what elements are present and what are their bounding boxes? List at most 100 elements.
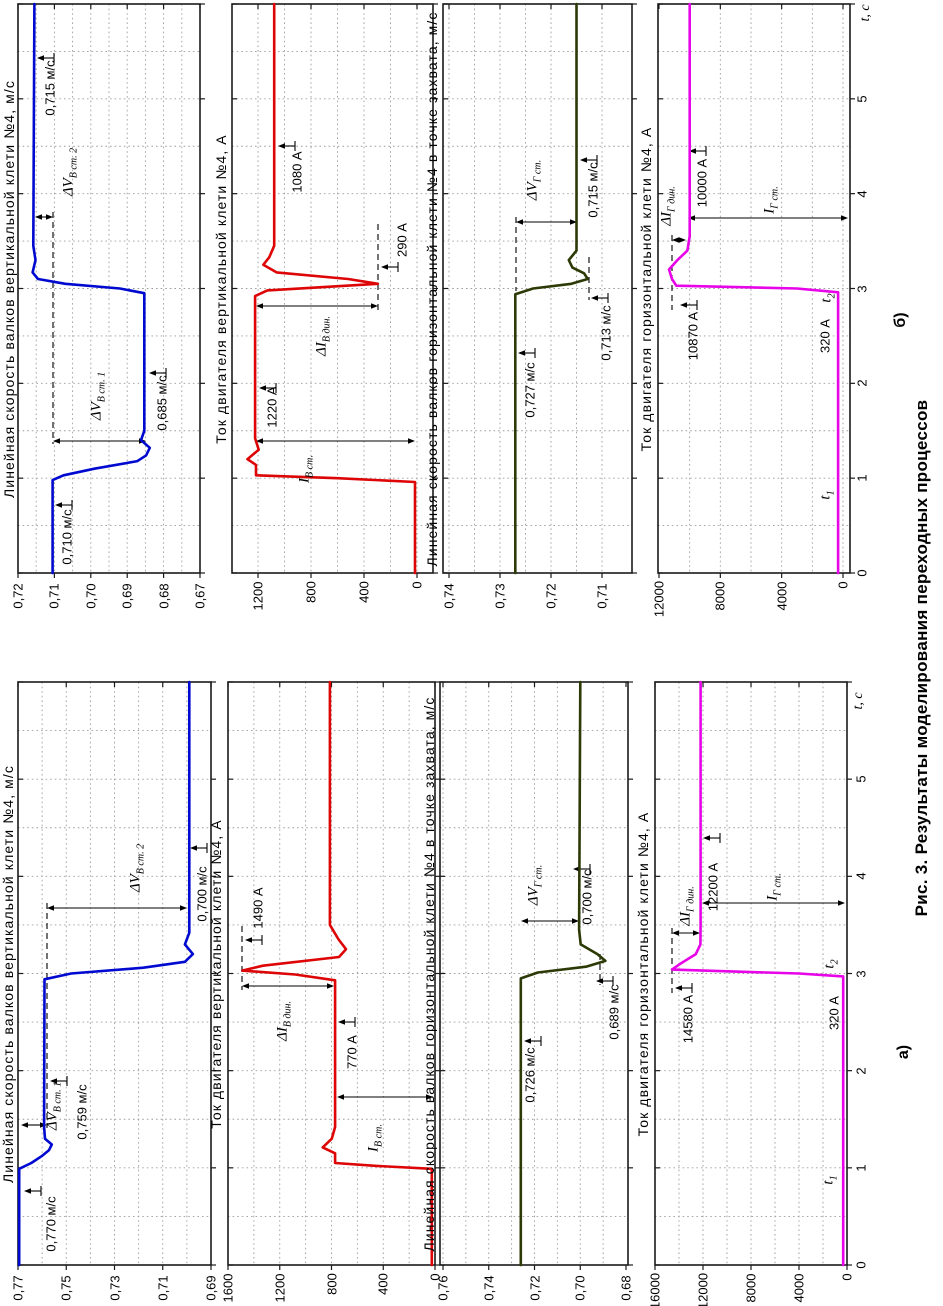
value-tick-label: 0,72	[10, 582, 26, 609]
time-tick-label: 2	[854, 379, 870, 387]
annotation-label: 320 А	[817, 319, 833, 353]
value-tick-label: 0,75	[58, 1274, 74, 1301]
symbol-main: ΔV	[44, 1112, 61, 1131]
value-tick-label: 1200	[272, 1273, 288, 1303]
panel-label-b: б)	[892, 312, 909, 328]
arrow-head	[46, 214, 53, 220]
symbol-subscript: В ст. 2	[68, 147, 80, 179]
value-tick-label: 0,72	[527, 1274, 542, 1301]
symbol-subscript: В дин.	[282, 1001, 294, 1028]
annotation-label: 0,685 м/с	[154, 375, 170, 431]
arrow-head	[703, 835, 710, 841]
symbol-subscript: Г дин.	[666, 186, 678, 212]
arrow-head	[256, 438, 263, 444]
time-tick-label: 4	[854, 190, 870, 198]
time-axis-unit-label: t, c	[858, 4, 873, 22]
symbol-main: t	[817, 495, 834, 500]
symbol-main: ΔV	[88, 402, 105, 421]
symbol-subscript: 1	[828, 1175, 840, 1181]
annotation-label: 0,727 м/с	[522, 362, 538, 418]
annotation-label: 320 А	[826, 996, 842, 1030]
plot-title-horiz-motor-current: Ток двигателя горизонтальной клети №4, А	[638, 126, 654, 451]
symbol-subscript: В ст.	[373, 1124, 385, 1147]
value-tick-label: 1600	[220, 1273, 236, 1303]
time-tick-label: 0	[854, 569, 870, 577]
annotation-label: 0,715 м/с	[42, 60, 58, 116]
annotation-symbol-label: ΔVВ ст. 2	[61, 148, 80, 196]
plot-title-vert-roll-speed: Линейная скорость валков вертикальной кл…	[0, 764, 16, 1183]
time-tick-label: 3	[854, 284, 870, 293]
arrow-head	[702, 900, 709, 906]
arrow-head	[24, 1188, 31, 1194]
value-tick-label: 16000	[647, 1272, 663, 1306]
annotation-symbol-label: ΔVВ ст. 1	[89, 372, 108, 420]
annotation-symbol-label: IГ ст.	[765, 873, 784, 900]
symbol-subscript: В ст. 2	[135, 843, 147, 875]
arrow-head	[841, 215, 848, 221]
arrow-head	[180, 905, 187, 911]
annotation-symbol-label: ΔVВ ст. 1	[45, 1082, 64, 1130]
value-tick-label: 0,69	[119, 582, 135, 609]
annotation-label: 0,689 м/с	[606, 984, 622, 1040]
curve-horiz-motor-current	[670, 680, 845, 1267]
plot-title-horiz-roll-speed: Линейная скорость валков горизонтальной …	[421, 695, 437, 1252]
symbol-subscript: В дин.	[321, 316, 333, 343]
annotation-symbol-label: ΔVГ ст.	[526, 865, 545, 905]
value-tick-label: 0,69	[203, 1274, 219, 1301]
annotation-label: 14580 А	[680, 994, 696, 1044]
annotation-label: 1080 А	[289, 151, 305, 193]
arrow-head	[245, 937, 252, 943]
annotation-label: 770 А	[344, 1035, 360, 1069]
value-tick-label: 1200	[250, 581, 266, 611]
symbol-main: t	[818, 298, 835, 303]
arrow-head	[596, 978, 603, 984]
plot-title-vert-roll-speed: Линейная скорость валков вертикальной кл…	[1, 79, 17, 498]
value-tick-label: 0	[835, 581, 851, 590]
figure-caption: Рис. 3. Результаты моделирования переход…	[912, 399, 931, 917]
annotation-symbol-label: t2	[819, 293, 838, 302]
value-tick-label: 0,73	[107, 1274, 122, 1301]
annotation-label: 1220 А	[264, 386, 280, 428]
annotation-label: 0,759 м/с	[74, 1084, 90, 1140]
arrow-head	[672, 930, 679, 936]
arrow-head	[149, 370, 156, 376]
arrow-head	[570, 219, 577, 225]
arrow-head	[256, 303, 263, 309]
symbol-main: ΔI	[658, 211, 675, 226]
value-tick-label: 0,70	[83, 582, 99, 609]
curve-horiz-roll-speed	[519, 680, 607, 1267]
annotation-label: 0,770 м/с	[43, 1196, 59, 1252]
value-tick-label: 0,72	[543, 582, 559, 609]
curve-vert-motor-current	[246, 2, 417, 575]
value-tick-label: 0,67	[192, 582, 208, 609]
symbol-subscript: В ст. 1	[96, 371, 108, 403]
time-tick-label: 0	[853, 1261, 869, 1269]
curve-vert-roll-speed	[31, 2, 152, 575]
annotation-label: 10870 А	[685, 311, 701, 361]
value-tick-label: 4000	[791, 1273, 807, 1303]
value-tick-label: 4000	[774, 581, 790, 611]
time-tick-label: 2	[853, 1067, 869, 1075]
arrow-head	[371, 303, 378, 309]
time-tick-label: 1	[853, 1164, 869, 1172]
symbol-main: t	[820, 1180, 837, 1185]
arrow-head	[693, 930, 700, 936]
value-tick-label: 0	[839, 1273, 855, 1282]
annotation-symbol-label: t2	[822, 959, 841, 968]
value-tick-label: 0,74	[481, 1274, 497, 1301]
value-tick-label: 400	[375, 1273, 391, 1296]
arrow-head	[47, 905, 54, 911]
curve-vert-roll-speed	[17, 680, 195, 1267]
symbol-subscript: 2	[829, 959, 841, 965]
annotation-symbol-label: ΔVГ ст.	[525, 160, 544, 200]
arrow-head	[327, 983, 334, 989]
symbol-subscript: Г ст.	[772, 873, 784, 896]
annotation-label: 0,715 м/с	[585, 162, 601, 218]
symbol-subscript: Г ст.	[532, 159, 544, 183]
time-axis-unit-label: t, c	[851, 692, 866, 710]
value-tick-label: 800	[324, 1273, 339, 1296]
arrow-head	[278, 143, 285, 149]
annotation-label: 0,710 м/с	[59, 509, 75, 565]
